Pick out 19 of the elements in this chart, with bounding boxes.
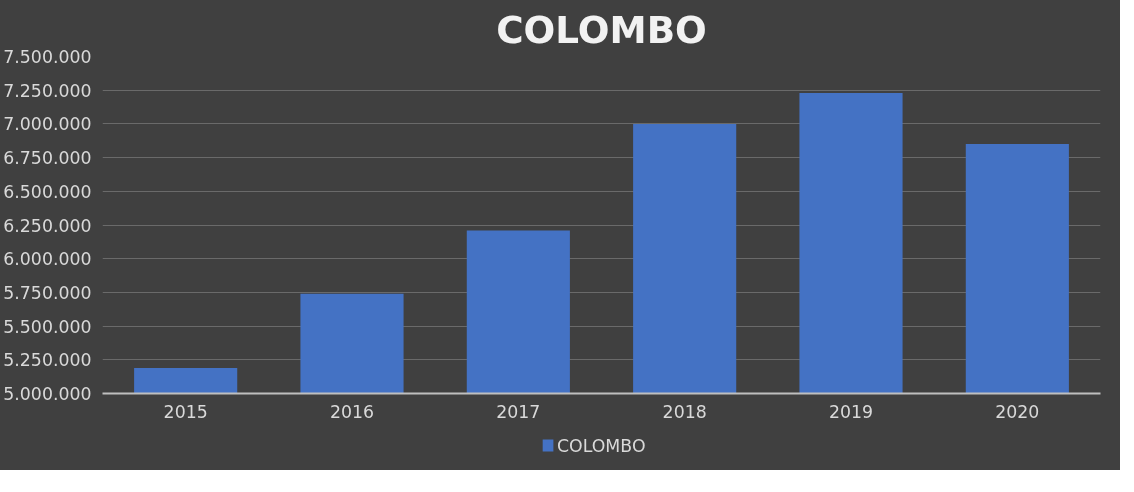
x-tick-label: 2020 [995,401,1040,422]
x-tick-label: 2015 [163,401,208,422]
x-tick-label: 2019 [828,401,874,422]
y-tick-label: 6.750.000 [3,148,92,169]
legend-label: COLOMBO [556,435,646,456]
y-tick-label: 6.250.000 [3,215,92,236]
chart-title: COLOMBO [496,7,707,52]
x-tick-label: 2018 [662,401,707,422]
y-tick-label: 7.000.000 [3,114,92,135]
y-tick-label: 5.000.000 [3,384,92,404]
y-tick-label: 7.500.000 [3,47,92,67]
y-tick-label: 5.250.000 [3,350,92,371]
y-tick-label: 5.750.000 [3,282,92,303]
x-tick-label: 2016 [329,401,375,422]
y-tick-label: 7.250.000 [3,80,92,101]
y-tick-label: 5.500.000 [3,316,92,337]
x-tick-label: 2017 [496,401,541,422]
y-tick-label: 6.500.000 [3,181,92,202]
y-tick-label: 6.000.000 [3,249,92,270]
